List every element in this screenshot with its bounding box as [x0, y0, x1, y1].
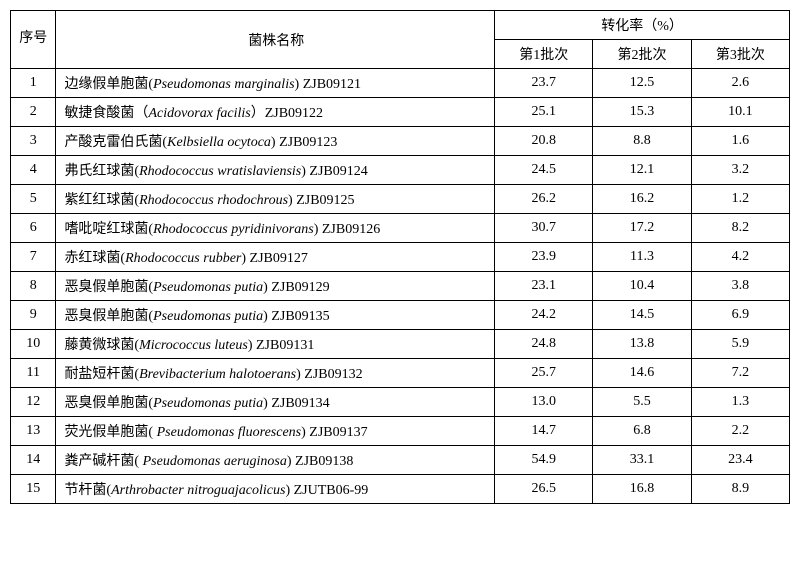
cell-seq: 11: [11, 359, 56, 388]
cell-batch3: 8.9: [691, 475, 789, 504]
cell-seq: 6: [11, 214, 56, 243]
cell-batch2: 12.1: [593, 156, 691, 185]
cell-batch3: 2.2: [691, 417, 789, 446]
cell-batch3: 3.2: [691, 156, 789, 185]
cell-batch3: 23.4: [691, 446, 789, 475]
cell-batch1: 25.1: [495, 98, 593, 127]
cell-name: 藤黄微球菌(Micrococcus luteus) ZJB09131: [56, 330, 495, 359]
cell-batch3: 10.1: [691, 98, 789, 127]
cell-seq: 13: [11, 417, 56, 446]
cell-seq: 14: [11, 446, 56, 475]
cell-batch3: 6.9: [691, 301, 789, 330]
cell-batch3: 4.2: [691, 243, 789, 272]
cell-name: 耐盐短杆菌(Brevibacterium halotoerans) ZJB091…: [56, 359, 495, 388]
table-row: 15节杆菌(Arthrobacter nitroguajacolicus) ZJ…: [11, 475, 790, 504]
cell-seq: 12: [11, 388, 56, 417]
table-row: 1边缘假单胞菌(Pseudomonas marginalis) ZJB09121…: [11, 69, 790, 98]
table-row: 9恶臭假单胞菌(Pseudomonas putia) ZJB0913524.21…: [11, 301, 790, 330]
table-row: 11耐盐短杆菌(Brevibacterium halotoerans) ZJB0…: [11, 359, 790, 388]
table-row: 2敏捷食酸菌（Acidovorax facilis）ZJB0912225.115…: [11, 98, 790, 127]
cell-batch1: 23.7: [495, 69, 593, 98]
strain-table: 序号 菌株名称 转化率（%） 第1批次 第2批次 第3批次 1边缘假单胞菌(Ps…: [10, 10, 790, 504]
cell-batch3: 7.2: [691, 359, 789, 388]
cell-batch1: 54.9: [495, 446, 593, 475]
table-row: 12恶臭假单胞菌(Pseudomonas putia) ZJB0913413.0…: [11, 388, 790, 417]
cell-batch2: 12.5: [593, 69, 691, 98]
table-row: 5紫红红球菌(Rhodococcus rhodochrous) ZJB09125…: [11, 185, 790, 214]
cell-name: 恶臭假单胞菌(Pseudomonas putia) ZJB09129: [56, 272, 495, 301]
header-batch3: 第3批次: [691, 40, 789, 69]
cell-seq: 2: [11, 98, 56, 127]
cell-batch2: 6.8: [593, 417, 691, 446]
table-row: 3产酸克雷伯氏菌(Kelbsiella ocytoca) ZJB0912320.…: [11, 127, 790, 156]
cell-seq: 3: [11, 127, 56, 156]
cell-batch2: 33.1: [593, 446, 691, 475]
header-batch1: 第1批次: [495, 40, 593, 69]
cell-batch3: 5.9: [691, 330, 789, 359]
cell-batch2: 13.8: [593, 330, 691, 359]
cell-seq: 5: [11, 185, 56, 214]
cell-batch2: 17.2: [593, 214, 691, 243]
cell-name: 产酸克雷伯氏菌(Kelbsiella ocytoca) ZJB09123: [56, 127, 495, 156]
cell-batch1: 23.1: [495, 272, 593, 301]
cell-batch1: 24.8: [495, 330, 593, 359]
cell-seq: 8: [11, 272, 56, 301]
cell-batch1: 25.7: [495, 359, 593, 388]
header-rate: 转化率（%）: [495, 11, 790, 40]
header-seq: 序号: [11, 11, 56, 69]
cell-name: 荧光假单胞菌( Pseudomonas fluorescens) ZJB0913…: [56, 417, 495, 446]
cell-batch2: 11.3: [593, 243, 691, 272]
cell-batch3: 3.8: [691, 272, 789, 301]
cell-batch2: 16.2: [593, 185, 691, 214]
cell-name: 紫红红球菌(Rhodococcus rhodochrous) ZJB09125: [56, 185, 495, 214]
cell-batch2: 10.4: [593, 272, 691, 301]
cell-batch1: 20.8: [495, 127, 593, 156]
table-row: 7赤红球菌(Rhodococcus rubber) ZJB0912723.911…: [11, 243, 790, 272]
cell-batch2: 14.6: [593, 359, 691, 388]
cell-batch2: 14.5: [593, 301, 691, 330]
cell-name: 弗氏红球菌(Rhodococcus wratislaviensis) ZJB09…: [56, 156, 495, 185]
table-row: 6嗜吡啶红球菌(Rhodococcus pyridinivorans) ZJB0…: [11, 214, 790, 243]
table-row: 4弗氏红球菌(Rhodococcus wratislaviensis) ZJB0…: [11, 156, 790, 185]
cell-name: 节杆菌(Arthrobacter nitroguajacolicus) ZJUT…: [56, 475, 495, 504]
cell-batch1: 23.9: [495, 243, 593, 272]
cell-batch3: 2.6: [691, 69, 789, 98]
header-batch2: 第2批次: [593, 40, 691, 69]
cell-batch3: 1.6: [691, 127, 789, 156]
cell-seq: 9: [11, 301, 56, 330]
table-row: 8恶臭假单胞菌(Pseudomonas putia) ZJB0912923.11…: [11, 272, 790, 301]
cell-batch1: 26.2: [495, 185, 593, 214]
cell-name: 边缘假单胞菌(Pseudomonas marginalis) ZJB09121: [56, 69, 495, 98]
header-name: 菌株名称: [56, 11, 495, 69]
table-row: 13荧光假单胞菌( Pseudomonas fluorescens) ZJB09…: [11, 417, 790, 446]
cell-batch1: 24.2: [495, 301, 593, 330]
table-row: 14粪产碱杆菌( Pseudomonas aeruginosa) ZJB0913…: [11, 446, 790, 475]
table-row: 10藤黄微球菌(Micrococcus luteus) ZJB0913124.8…: [11, 330, 790, 359]
cell-seq: 7: [11, 243, 56, 272]
cell-batch1: 13.0: [495, 388, 593, 417]
cell-seq: 1: [11, 69, 56, 98]
cell-batch3: 8.2: [691, 214, 789, 243]
cell-name: 恶臭假单胞菌(Pseudomonas putia) ZJB09135: [56, 301, 495, 330]
cell-seq: 4: [11, 156, 56, 185]
cell-batch1: 30.7: [495, 214, 593, 243]
cell-name: 赤红球菌(Rhodococcus rubber) ZJB09127: [56, 243, 495, 272]
cell-seq: 10: [11, 330, 56, 359]
cell-name: 恶臭假单胞菌(Pseudomonas putia) ZJB09134: [56, 388, 495, 417]
cell-name: 敏捷食酸菌（Acidovorax facilis）ZJB09122: [56, 98, 495, 127]
cell-seq: 15: [11, 475, 56, 504]
cell-batch1: 14.7: [495, 417, 593, 446]
cell-name: 嗜吡啶红球菌(Rhodococcus pyridinivorans) ZJB09…: [56, 214, 495, 243]
cell-batch2: 8.8: [593, 127, 691, 156]
cell-batch1: 26.5: [495, 475, 593, 504]
cell-batch3: 1.2: [691, 185, 789, 214]
cell-batch1: 24.5: [495, 156, 593, 185]
cell-batch2: 15.3: [593, 98, 691, 127]
cell-name: 粪产碱杆菌( Pseudomonas aeruginosa) ZJB09138: [56, 446, 495, 475]
cell-batch2: 5.5: [593, 388, 691, 417]
cell-batch2: 16.8: [593, 475, 691, 504]
cell-batch3: 1.3: [691, 388, 789, 417]
